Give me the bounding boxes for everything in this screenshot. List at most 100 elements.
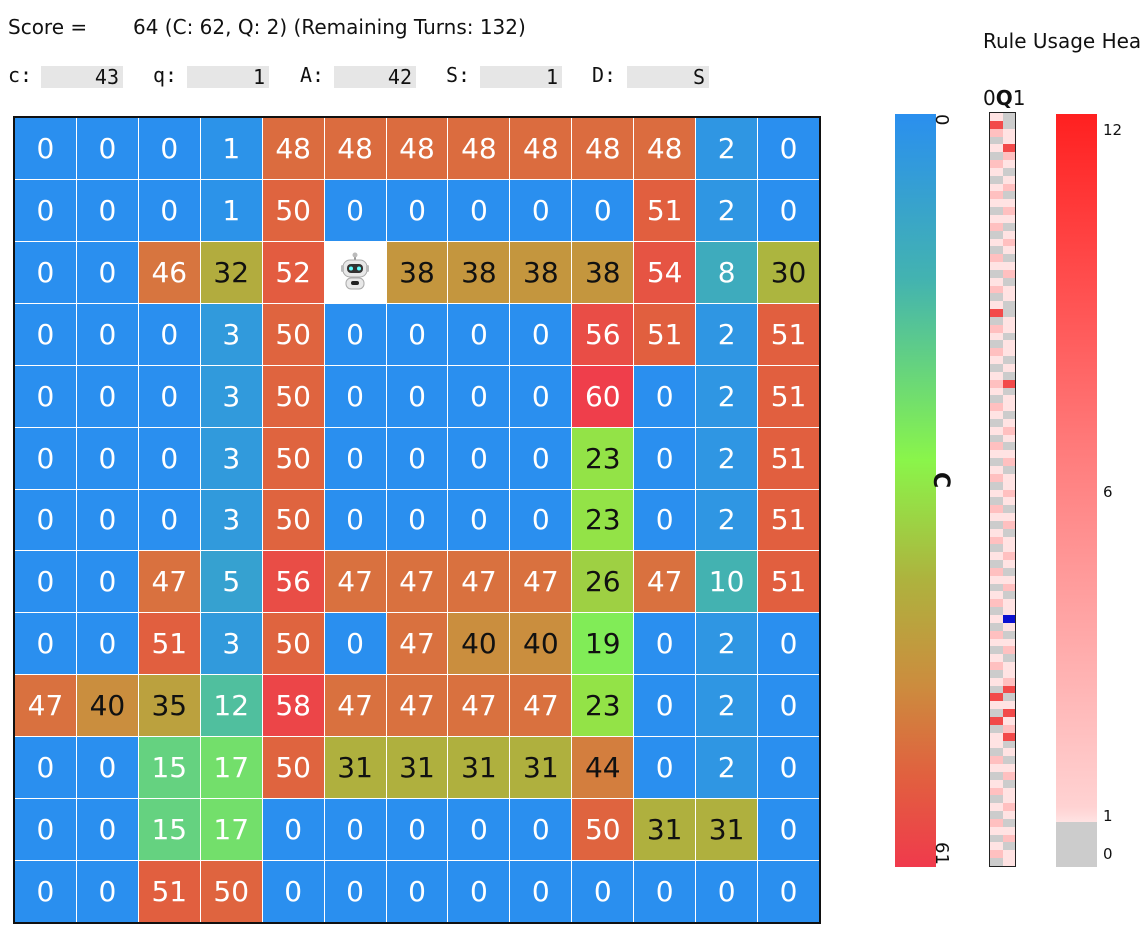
q-usage-cell (990, 513, 1003, 521)
grid-cell: 0 (15, 365, 76, 427)
q-usage-cell (1002, 160, 1015, 168)
q-usage-cell (1002, 285, 1015, 294)
grid-cell: 47 (324, 675, 386, 737)
q-usage-cell (1002, 622, 1015, 631)
q-usage-cell (1002, 403, 1015, 412)
grid-cell: 2 (696, 613, 758, 675)
q-usage-cell (990, 489, 1003, 498)
q-usage-cell (990, 818, 1003, 827)
q-usage-cell (1002, 850, 1015, 859)
q-usage-cell (1002, 113, 1015, 121)
q-usage-cell (990, 238, 1003, 247)
grid-cell: 0 (15, 613, 76, 675)
q-column-header: 0Q1 (983, 86, 1025, 110)
q-usage-cell (1002, 756, 1015, 765)
grid-cell: 1 (200, 118, 262, 179)
grid-cell: 0 (15, 737, 76, 799)
q-usage-cell (1002, 364, 1015, 372)
q-usage-cell (990, 756, 1003, 765)
q-usage-cell (1002, 199, 1015, 208)
grid-cell: 0 (262, 799, 324, 861)
q-usage-cell (990, 685, 1003, 694)
q-usage-cell (990, 356, 1003, 364)
q-usage-cell (990, 481, 1003, 490)
grid-cell: 8 (696, 241, 758, 303)
heat-tick-12: 12 (1103, 121, 1123, 139)
grid-cell: 0 (634, 427, 696, 489)
q-usage-cell (1002, 481, 1015, 490)
grid-cell: 0 (76, 241, 138, 303)
q-usage-cell (990, 348, 1003, 357)
q-usage-cell (990, 567, 1003, 576)
q-usage-cell (1002, 152, 1015, 161)
q-usage-cell (990, 387, 1003, 396)
grid-cell: 0 (324, 303, 386, 365)
grid-cell: 58 (262, 675, 324, 737)
grid-cell: 0 (386, 861, 448, 922)
grid-cell: 3 (200, 613, 262, 675)
grid-cell: 0 (758, 179, 819, 241)
q-usage-cell (990, 301, 1003, 310)
q-usage-cell (1002, 536, 1015, 545)
grid-cell: 54 (634, 241, 696, 303)
grid-cell: 0 (324, 427, 386, 489)
grid-cell: 50 (200, 861, 262, 922)
register-s-label: S: (446, 63, 471, 87)
q-usage-cell (1002, 505, 1015, 514)
grid-cell: 0 (324, 799, 386, 861)
q-usage-cell (990, 152, 1003, 161)
q-usage-cell (990, 834, 1003, 843)
q-usage-cell (990, 379, 1003, 388)
q-header-left: 0 (983, 86, 996, 110)
grid-cell: 2 (696, 179, 758, 241)
grid-cell: 23 (572, 489, 634, 551)
grid-cell: 50 (262, 737, 324, 799)
grid-cell: 0 (76, 613, 138, 675)
q-usage-cell (1002, 246, 1015, 255)
grid-cell: 52 (262, 241, 324, 303)
q-usage-cell (990, 411, 1003, 419)
q-usage-cell (990, 638, 1003, 647)
grid-cell: 51 (758, 365, 819, 427)
grid-cell: 0 (138, 179, 200, 241)
grid-cell: 12 (200, 675, 262, 737)
grid-cell: 51 (138, 613, 200, 675)
q-usage-cell (990, 403, 1003, 412)
grid-cell: 56 (572, 303, 634, 365)
q-usage-cell (1002, 450, 1015, 459)
q-usage-cell (990, 183, 1003, 192)
grid-cell: 0 (448, 303, 510, 365)
q-usage-cell (1002, 583, 1015, 592)
grid-cell: 0 (510, 427, 572, 489)
q-usage-cell (1002, 316, 1015, 325)
heat-tick-1: 1 (1103, 807, 1113, 825)
grid-cell: 23 (572, 675, 634, 737)
grid-cell: 35 (138, 675, 200, 737)
grid-cell: 0 (758, 675, 819, 737)
grid-cell: 0 (448, 489, 510, 551)
grid-cell: 0 (386, 303, 448, 365)
grid-cell: 31 (510, 737, 572, 799)
grid-cell: 2 (696, 118, 758, 179)
grid-cell: 48 (634, 118, 696, 179)
q-usage-cell (1002, 387, 1015, 396)
heat-title: Rule Usage Heat (983, 29, 1140, 53)
q-usage-cell (1002, 764, 1015, 772)
grid-cell: 0 (448, 861, 510, 922)
q-usage-cell (990, 465, 1003, 474)
q-usage-cell (1002, 207, 1015, 215)
grid-cell: 51 (758, 427, 819, 489)
q-usage-cell (1002, 669, 1015, 678)
grid-cell: 51 (758, 489, 819, 551)
grid-cell: 48 (510, 118, 572, 179)
grid-cell: 47 (324, 551, 386, 613)
grid-cell: 1 (200, 179, 262, 241)
grid-cell: 0 (76, 799, 138, 861)
q-usage-cell (1002, 591, 1015, 600)
q-usage-cell (1002, 497, 1015, 506)
grid-cell: 0 (262, 861, 324, 922)
q-usage-cell (990, 332, 1003, 341)
grid-cell: 0 (76, 179, 138, 241)
q-usage-column (989, 112, 1016, 867)
grid-cell: 5 (200, 551, 262, 613)
